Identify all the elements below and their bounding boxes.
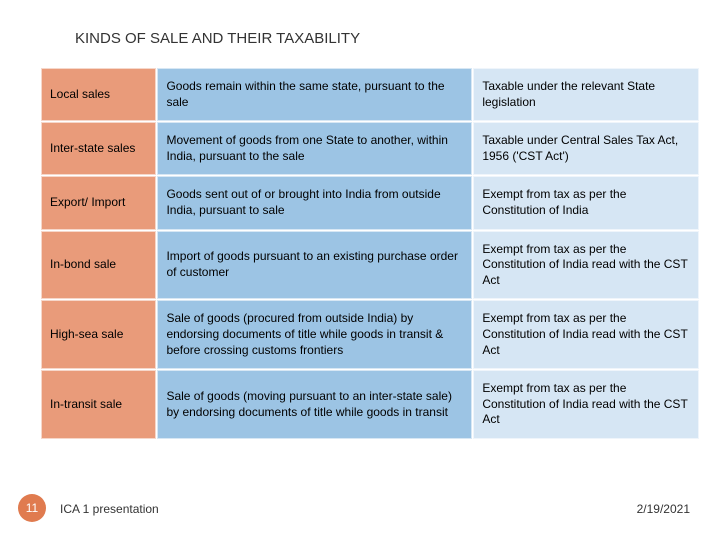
- presentation-name: ICA 1 presentation: [60, 502, 159, 516]
- page-number-badge: 11: [18, 494, 46, 522]
- table-row: Local salesGoods remain within the same …: [41, 68, 699, 121]
- description-cell: Sale of goods (procured from outside Ind…: [157, 300, 472, 369]
- kind-cell: Inter-state sales: [41, 122, 156, 175]
- description-cell: Sale of goods (moving pursuant to an int…: [157, 370, 472, 439]
- taxability-cell: Exempt from tax as per the Constitution …: [473, 370, 699, 439]
- slide-date: 2/19/2021: [637, 502, 690, 516]
- table-row: High-sea saleSale of goods (procured fro…: [41, 300, 699, 369]
- table-row: In-transit saleSale of goods (moving pur…: [41, 370, 699, 439]
- footer: 11 ICA 1 presentation 2/19/2021: [0, 494, 720, 522]
- description-cell: Goods sent out of or brought into India …: [157, 176, 472, 229]
- description-cell: Movement of goods from one State to anot…: [157, 122, 472, 175]
- taxability-cell: Exempt from tax as per the Constitution …: [473, 231, 699, 300]
- kind-cell: High-sea sale: [41, 300, 156, 369]
- description-cell: Goods remain within the same state, purs…: [157, 68, 472, 121]
- kind-cell: In-bond sale: [41, 231, 156, 300]
- description-cell: Import of goods pursuant to an existing …: [157, 231, 472, 300]
- kind-cell: Local sales: [41, 68, 156, 121]
- table-row: Inter-state salesMovement of goods from …: [41, 122, 699, 175]
- slide-title: KINDS OF SALE AND THEIR TAXABILITY: [75, 30, 690, 47]
- taxability-cell: Taxable under Central Sales Tax Act, 195…: [473, 122, 699, 175]
- taxability-table: Local salesGoods remain within the same …: [40, 67, 700, 440]
- taxability-cell: Exempt from tax as per the Constitution …: [473, 300, 699, 369]
- kind-cell: In-transit sale: [41, 370, 156, 439]
- taxability-cell: Exempt from tax as per the Constitution …: [473, 176, 699, 229]
- table-row: In-bond saleImport of goods pursuant to …: [41, 231, 699, 300]
- kind-cell: Export/ Import: [41, 176, 156, 229]
- taxability-cell: Taxable under the relevant State legisla…: [473, 68, 699, 121]
- table-row: Export/ ImportGoods sent out of or broug…: [41, 176, 699, 229]
